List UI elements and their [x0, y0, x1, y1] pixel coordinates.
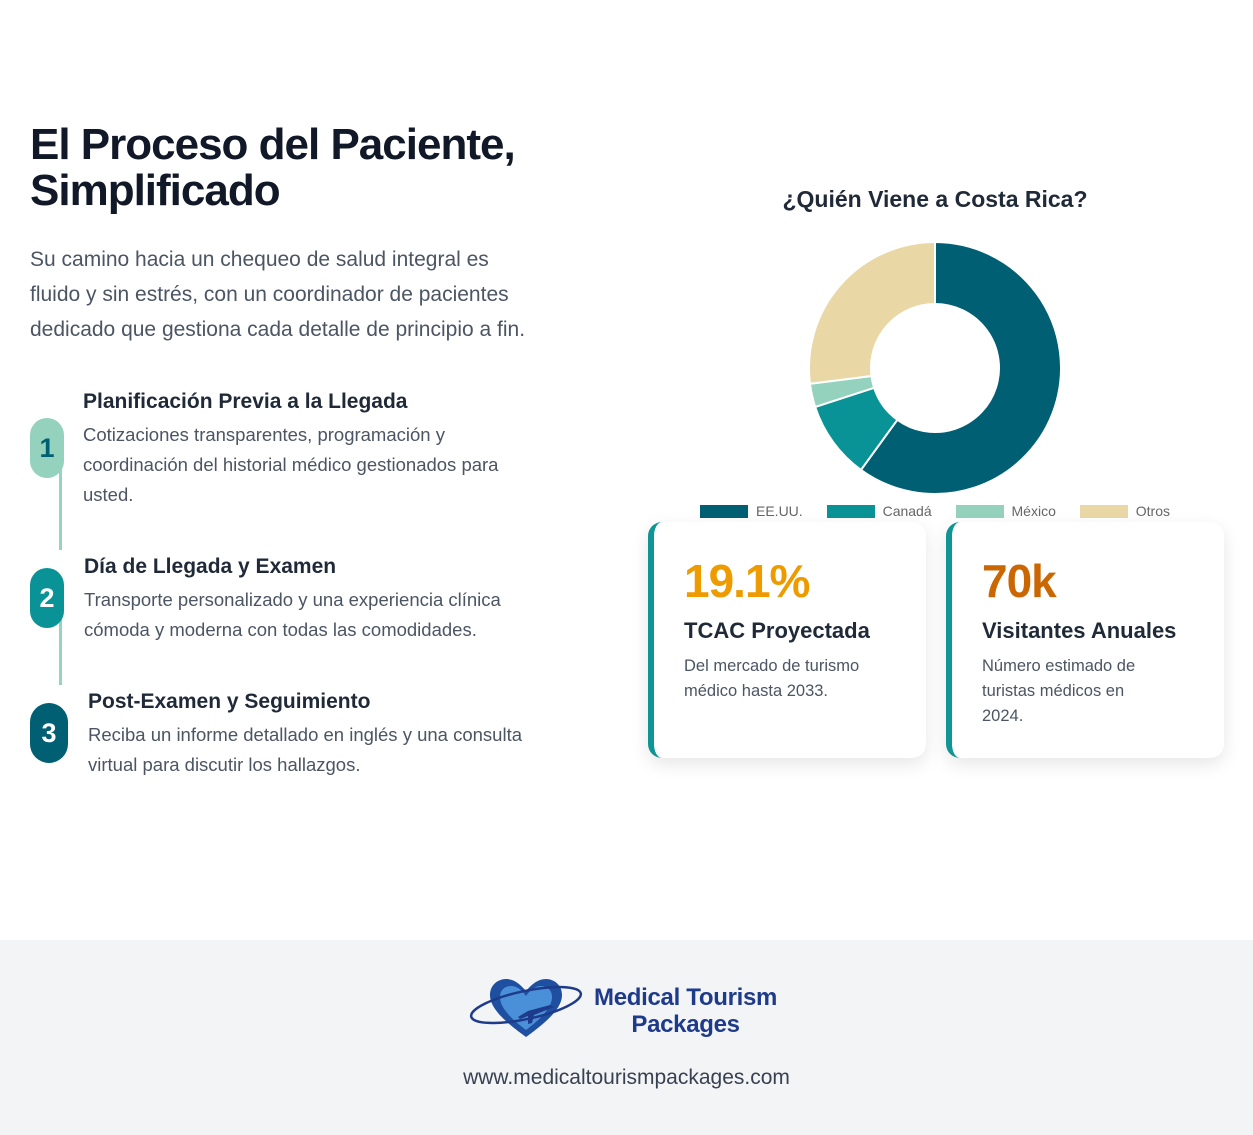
step-desc-line: coordinación del historial médico gestio…: [83, 454, 499, 475]
legend-swatch: [955, 504, 1004, 518]
legend-item[interactable]: Canadá: [826, 503, 932, 519]
step-connector: [59, 450, 62, 550]
legend-label: México: [1011, 503, 1056, 519]
chart-legend: EE.UU. Canadá México Otros: [700, 503, 1170, 519]
stat-value: 19.1%: [684, 555, 810, 607]
step-title: Día de Llegada y Examen: [84, 555, 337, 578]
donut-slice-Otros: [808, 240, 936, 385]
legend-item[interactable]: México: [955, 503, 1056, 519]
heart-plane-logo-icon: [469, 979, 583, 1037]
stat-desc-line: turistas médicos en: [982, 682, 1125, 700]
legend-swatch: [700, 504, 748, 518]
page-title: El Proceso del Paciente, Simplificado: [30, 122, 630, 214]
stat-title: TCAC Proyectada: [684, 618, 870, 643]
legend-label: Otros: [1135, 503, 1170, 519]
lead-line: Su camino hacia un chequeo de salud inte…: [30, 248, 489, 271]
step-number-badge: 3: [30, 703, 68, 763]
lead-line: fluido y sin estrés, con un coordinador …: [30, 283, 509, 306]
stat-desc-line: Del mercado de turismo: [684, 657, 860, 675]
step-desc-line: Cotizaciones transparentes, programación…: [83, 424, 445, 445]
step-description: Reciba un informe detallado en inglés y …: [88, 720, 608, 780]
donut-slice-EE.UU.: [859, 240, 1062, 495]
stat-desc-line: 2024.: [982, 707, 1024, 725]
stat-title: Visitantes Anuales: [982, 618, 1177, 643]
legend-label: EE.UU.: [756, 503, 803, 519]
stat-value: 70k: [982, 555, 1057, 607]
lead-paragraph: Su camino hacia un chequeo de salud inte…: [30, 242, 620, 347]
main-content: El Proceso del Paciente, Simplificado Su…: [30, 121, 1224, 780]
step-number-badge: 2: [30, 568, 64, 628]
step-description: Cotizaciones transparentes, programación…: [83, 420, 603, 510]
step-desc-line: cómoda y moderna con todas las comodidad…: [84, 619, 477, 640]
step-connector: [59, 600, 62, 685]
stat-desc-line: Número estimado de: [982, 657, 1136, 675]
logo-text: Medical Tourism Packages: [594, 984, 777, 1038]
stat-description: Número estimado de turistas médicos en 2…: [982, 654, 1202, 729]
step-desc-line: usted.: [83, 484, 134, 505]
step-number-badge: 1: [30, 418, 64, 478]
logo-text-line: Packages: [631, 1011, 740, 1038]
legend-swatch: [1079, 504, 1128, 518]
donut-chart: [808, 240, 1062, 495]
lead-line: dedicado que gestiona cada detalle de pr…: [30, 318, 526, 341]
stat-description: Del mercado de turismo médico hasta 2033…: [684, 654, 904, 704]
step-desc-line: Reciba un informe detallado en inglés y …: [88, 724, 523, 745]
legend-swatch: [826, 504, 875, 518]
footer-url: www.medicaltourismpackages.com: [463, 1066, 790, 1089]
step-description: Transporte personalizado y una experienc…: [84, 585, 604, 645]
page-title-line1: El Proceso del Paciente,: [30, 120, 516, 169]
logo-text-line: Medical Tourism: [594, 984, 778, 1011]
stat-card-cagr: 19.1% TCAC Proyectada Del mercado de tur…: [648, 522, 926, 758]
stat-card-visitors: 70k Visitantes Anuales Número estimado d…: [946, 522, 1224, 758]
step-desc-line: virtual para discutir los hallazgos.: [88, 754, 361, 775]
legend-item[interactable]: Otros: [1079, 503, 1170, 519]
footer: Medical Tourism Packages www.medicaltour…: [0, 940, 1253, 1135]
page-title-line2: Simplificado: [30, 166, 281, 215]
legend-item[interactable]: EE.UU.: [700, 503, 803, 519]
stat-desc-line: médico hasta 2033.: [684, 682, 829, 700]
step-title: Post-Examen y Seguimiento: [88, 690, 371, 713]
step-desc-line: Transporte personalizado y una experienc…: [84, 589, 501, 610]
legend-label: Canadá: [882, 503, 932, 519]
step-title: Planificación Previa a la Llegada: [83, 390, 408, 413]
chart-title: ¿Quién Viene a Costa Rica?: [782, 186, 1088, 212]
